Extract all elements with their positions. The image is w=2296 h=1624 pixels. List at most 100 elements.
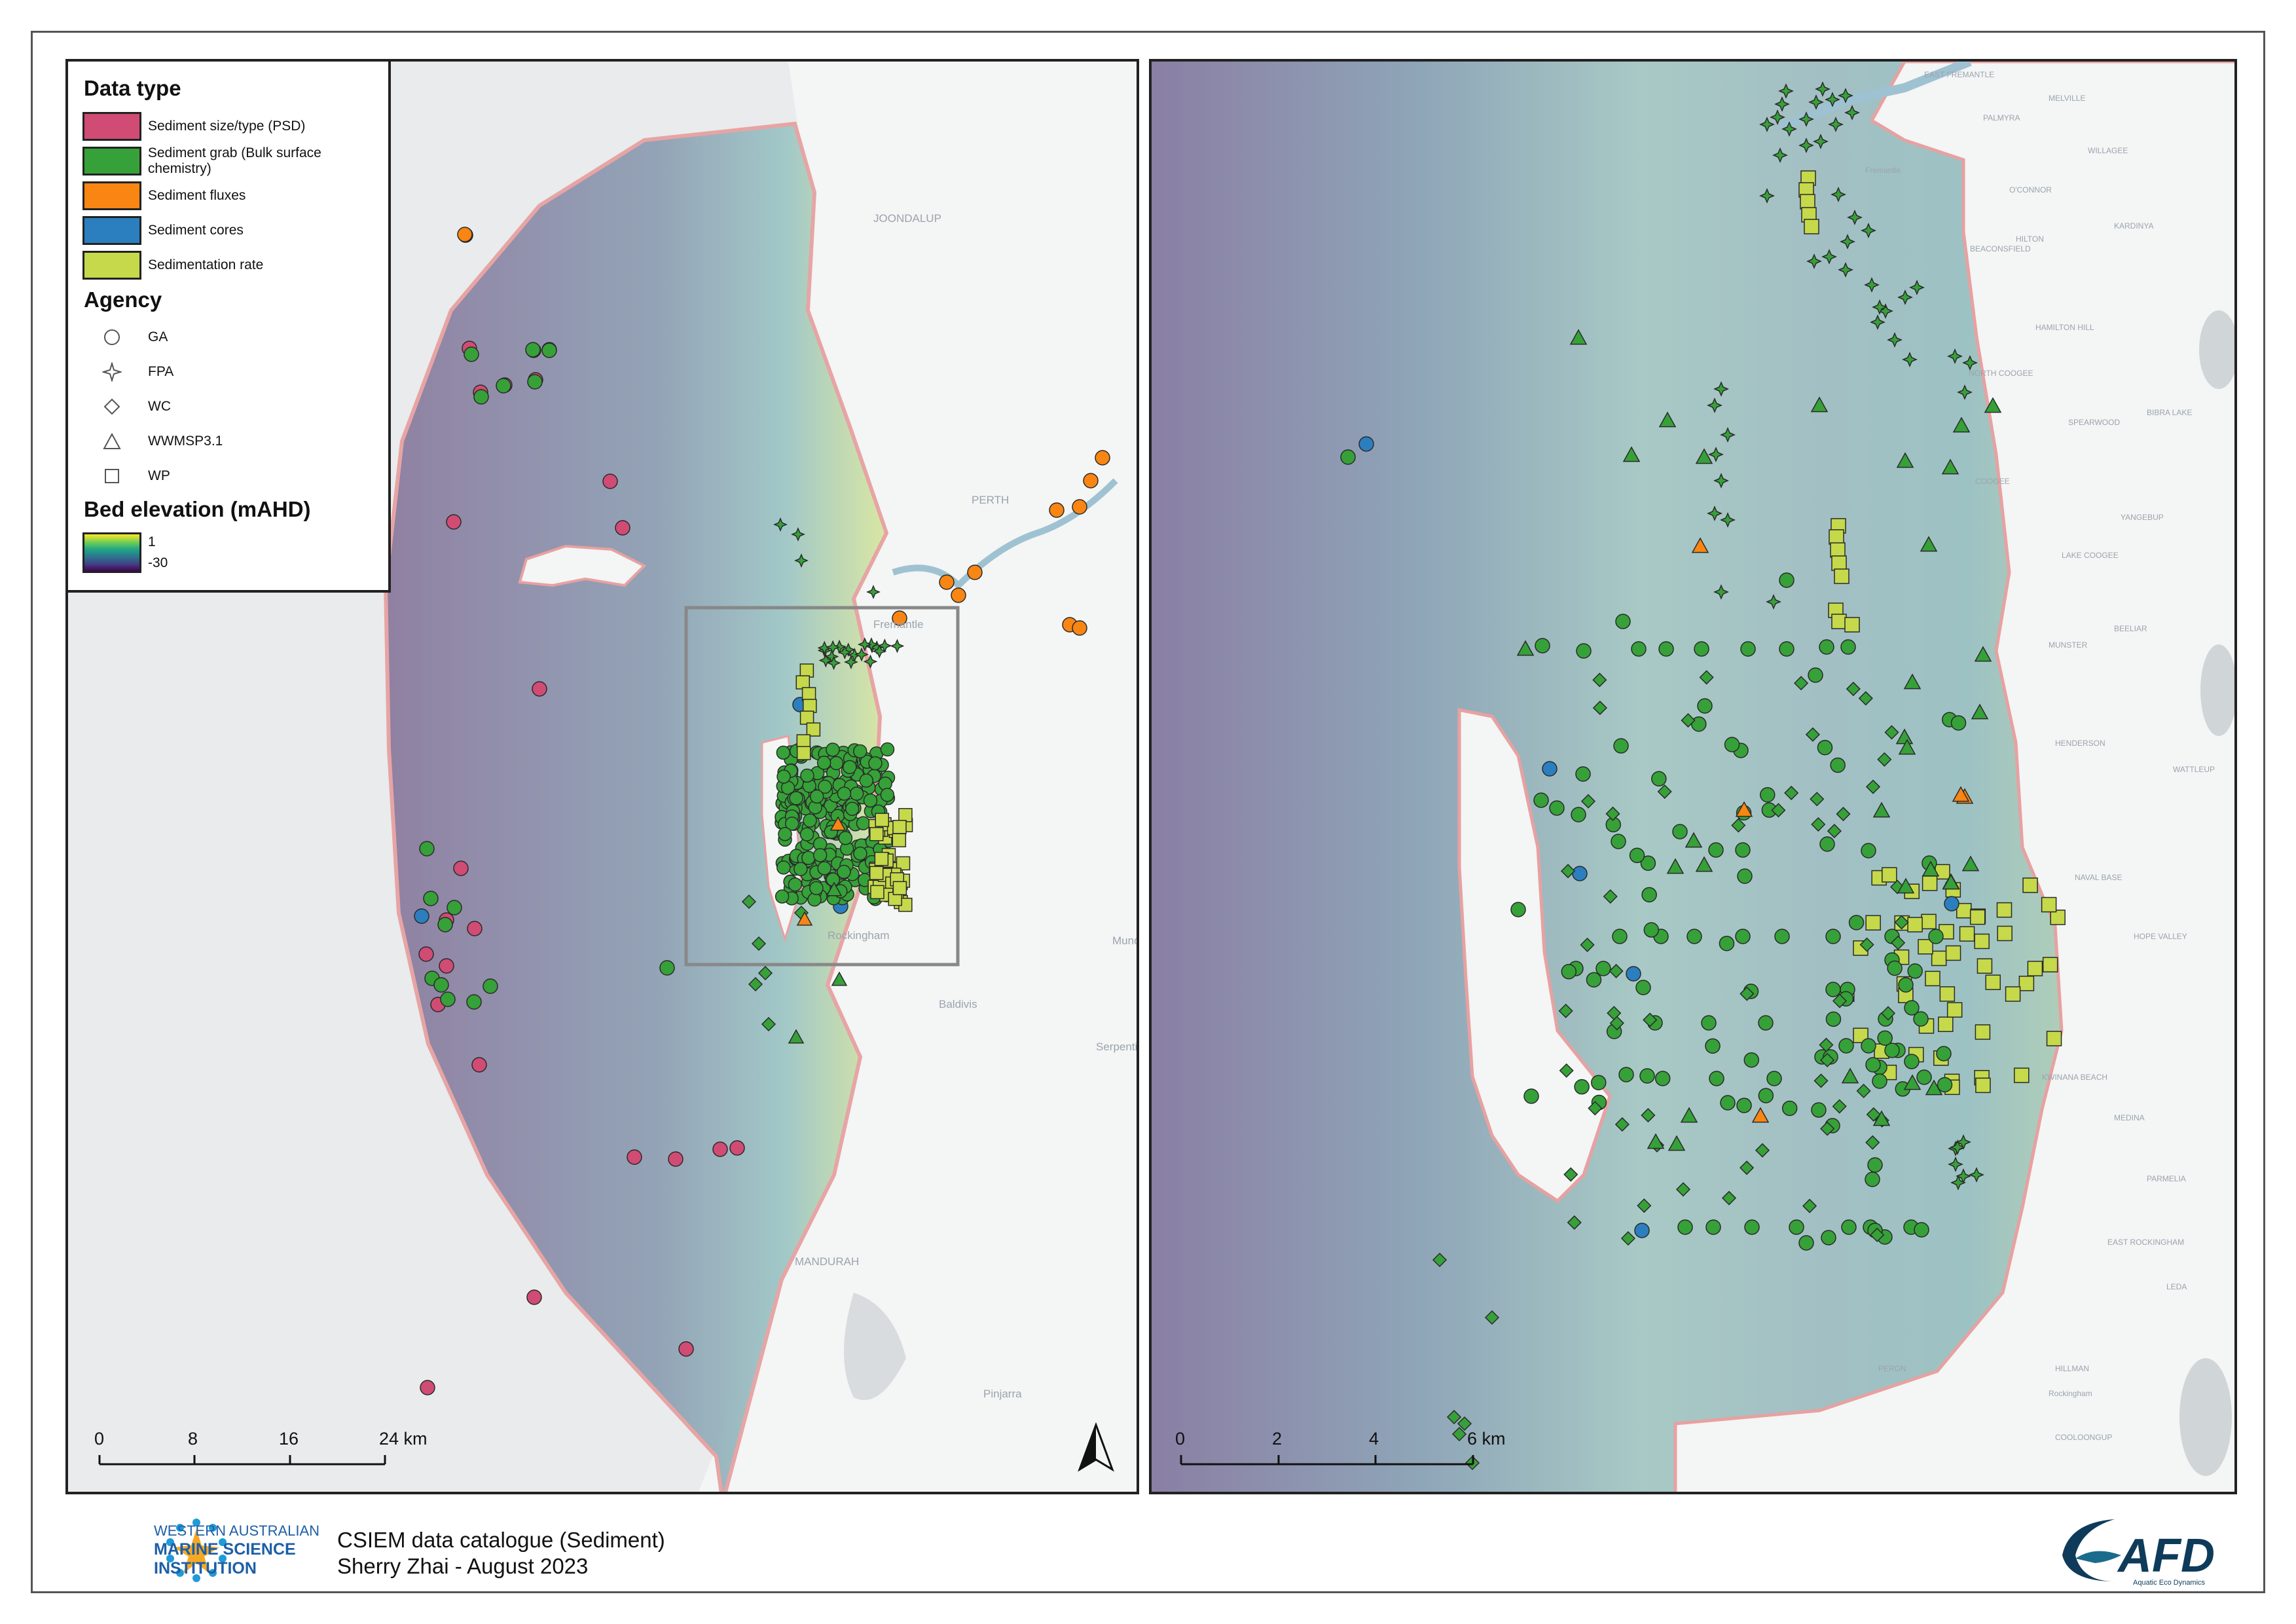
sample-site-marker[interactable] bbox=[1861, 223, 1876, 238]
sample-site-marker[interactable] bbox=[1614, 1117, 1630, 1132]
sample-site-marker[interactable] bbox=[1713, 381, 1729, 397]
sample-site-marker[interactable] bbox=[1580, 794, 1596, 809]
sample-site-marker[interactable] bbox=[799, 827, 814, 841]
sample-site-marker[interactable] bbox=[1685, 832, 1703, 848]
sample-site-marker[interactable] bbox=[1913, 1011, 1929, 1027]
sample-site-marker[interactable] bbox=[1918, 938, 1933, 955]
sample-site-marker[interactable] bbox=[799, 710, 814, 725]
sample-site-marker[interactable] bbox=[877, 638, 892, 653]
sample-site-marker[interactable] bbox=[859, 773, 874, 788]
sample-site-marker[interactable] bbox=[1904, 1054, 1920, 1069]
sample-site-marker[interactable] bbox=[525, 342, 541, 358]
sample-site-marker[interactable] bbox=[1657, 784, 1672, 799]
sample-site-marker[interactable] bbox=[423, 891, 439, 906]
sample-site-marker[interactable] bbox=[809, 881, 824, 895]
sample-site-marker[interactable] bbox=[816, 756, 831, 770]
sample-site-marker[interactable] bbox=[1840, 234, 1855, 249]
sample-site-marker[interactable] bbox=[1834, 568, 1850, 584]
sample-site-marker[interactable] bbox=[795, 675, 811, 690]
sample-site-marker[interactable] bbox=[837, 786, 852, 801]
sample-site-marker[interactable] bbox=[1609, 1016, 1624, 1031]
sample-site-marker[interactable] bbox=[826, 881, 843, 896]
sample-site-marker[interactable] bbox=[1720, 427, 1736, 443]
sample-site-marker[interactable] bbox=[1651, 771, 1667, 787]
sample-site-marker[interactable] bbox=[1808, 94, 1824, 110]
sample-site-marker[interactable] bbox=[776, 769, 791, 784]
sample-site-marker[interactable] bbox=[1864, 277, 1880, 293]
sample-site-marker[interactable] bbox=[1853, 1027, 1868, 1043]
sample-site-marker[interactable] bbox=[1695, 448, 1713, 464]
overview-map[interactable]: JOONDALUP PERTH Fremantle Rockingham MANDURA… bbox=[65, 59, 1139, 1494]
sample-site-marker[interactable] bbox=[1588, 1101, 1603, 1116]
sample-site-marker[interactable] bbox=[1813, 134, 1829, 149]
sample-site-marker[interactable] bbox=[803, 813, 817, 828]
sample-site-marker[interactable] bbox=[1830, 542, 1846, 558]
sample-site-marker[interactable] bbox=[1945, 945, 1961, 961]
sample-site-marker[interactable] bbox=[1942, 874, 1960, 890]
sample-site-marker[interactable] bbox=[1774, 929, 1790, 944]
sample-site-marker[interactable] bbox=[1959, 926, 1975, 942]
sample-site-marker[interactable] bbox=[838, 831, 853, 845]
sample-site-marker[interactable] bbox=[1759, 188, 1775, 204]
sample-site-marker[interactable] bbox=[1563, 1167, 1578, 1182]
sample-site-marker[interactable] bbox=[467, 921, 483, 936]
sample-site-marker[interactable] bbox=[437, 917, 453, 932]
sample-site-marker[interactable] bbox=[1358, 436, 1374, 452]
sample-site-marker[interactable] bbox=[1629, 847, 1645, 864]
sample-site-marker[interactable] bbox=[869, 826, 884, 841]
sample-site-marker[interactable] bbox=[1829, 529, 1844, 545]
sample-site-marker[interactable] bbox=[1779, 572, 1795, 588]
sample-site-marker[interactable] bbox=[1095, 450, 1110, 466]
sample-site-marker[interactable] bbox=[866, 585, 881, 599]
sample-site-marker[interactable] bbox=[1946, 1002, 1963, 1018]
sample-site-marker[interactable] bbox=[1825, 1011, 1842, 1027]
sample-site-marker[interactable] bbox=[1340, 449, 1356, 465]
sample-site-marker[interactable] bbox=[1841, 1067, 1859, 1084]
sample-site-marker[interactable] bbox=[1575, 766, 1591, 782]
sample-site-marker[interactable] bbox=[1798, 1235, 1814, 1251]
sample-site-marker[interactable] bbox=[1720, 512, 1736, 528]
sample-site-marker[interactable] bbox=[1827, 824, 1842, 839]
sample-site-marker[interactable] bbox=[1872, 802, 1891, 818]
sample-site-marker[interactable] bbox=[1969, 1167, 1984, 1183]
sample-site-marker[interactable] bbox=[1944, 896, 1959, 912]
sample-site-marker[interactable] bbox=[1937, 1077, 1953, 1093]
sample-site-marker[interactable] bbox=[1819, 836, 1835, 852]
sample-site-marker[interactable] bbox=[1612, 929, 1628, 944]
sample-site-marker[interactable] bbox=[1838, 1038, 1854, 1054]
sample-site-marker[interactable] bbox=[1866, 1107, 1881, 1122]
sample-site-marker[interactable] bbox=[1686, 929, 1702, 944]
sample-site-marker[interactable] bbox=[1567, 1215, 1582, 1230]
sample-site-marker[interactable] bbox=[807, 892, 822, 907]
sample-site-marker[interactable] bbox=[1861, 1038, 1876, 1054]
sample-site-marker[interactable] bbox=[1903, 1074, 1922, 1090]
sample-site-marker[interactable] bbox=[1701, 1015, 1717, 1031]
sample-site-marker[interactable] bbox=[1766, 1071, 1782, 1086]
sample-site-marker[interactable] bbox=[1925, 1079, 1943, 1096]
sample-site-marker[interactable] bbox=[1533, 792, 1549, 808]
sample-site-marker[interactable] bbox=[1666, 858, 1685, 874]
sample-site-marker[interactable] bbox=[439, 958, 454, 974]
sample-site-marker[interactable] bbox=[1798, 111, 1814, 127]
sample-site-marker[interactable] bbox=[1831, 187, 1846, 202]
sample-site-marker[interactable] bbox=[1615, 614, 1631, 629]
sample-site-marker[interactable] bbox=[892, 820, 907, 834]
sample-site-marker[interactable] bbox=[602, 473, 618, 489]
sample-site-marker[interactable] bbox=[473, 389, 489, 405]
sample-site-marker[interactable] bbox=[420, 1380, 435, 1395]
sample-site-marker[interactable] bbox=[1856, 1083, 1871, 1099]
sample-site-marker[interactable] bbox=[1735, 801, 1753, 817]
sample-site-marker[interactable] bbox=[854, 647, 869, 662]
sample-site-marker[interactable] bbox=[1904, 1000, 1920, 1016]
sample-site-marker[interactable] bbox=[1643, 1012, 1658, 1027]
sample-site-marker[interactable] bbox=[1713, 473, 1729, 489]
sample-site-marker[interactable] bbox=[1561, 964, 1577, 980]
sample-site-marker[interactable] bbox=[1735, 842, 1751, 858]
sample-site-marker[interactable] bbox=[1758, 1015, 1774, 1031]
sample-site-marker[interactable] bbox=[1817, 739, 1833, 756]
sample-site-marker[interactable] bbox=[1974, 646, 1992, 662]
sample-site-marker[interactable] bbox=[1870, 1227, 1885, 1242]
sample-site-marker[interactable] bbox=[793, 862, 808, 876]
sample-site-marker[interactable] bbox=[1938, 1016, 1954, 1032]
sample-site-marker[interactable] bbox=[1622, 446, 1641, 462]
